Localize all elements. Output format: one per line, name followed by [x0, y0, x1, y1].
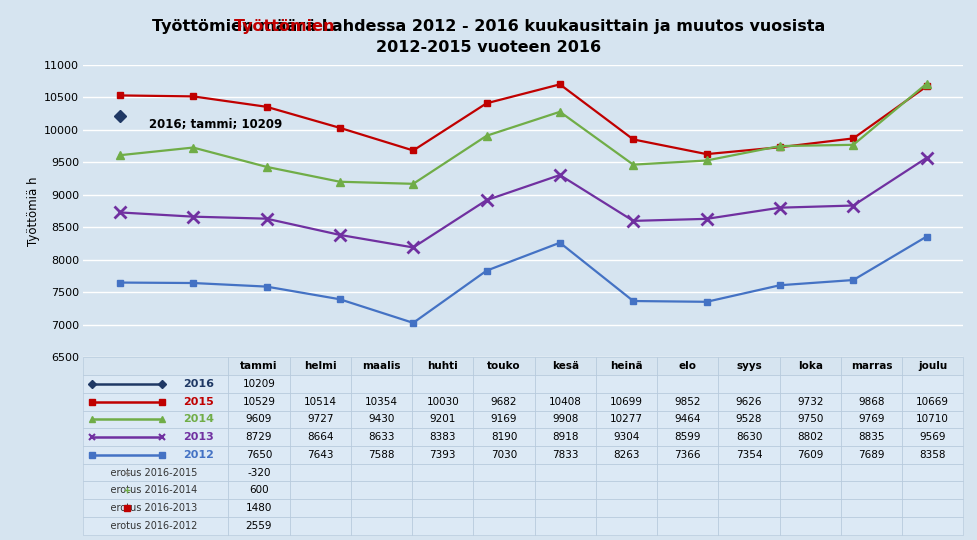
Text: 2012-2015 vuoteen 2016: 2012-2015 vuoteen 2016 [376, 40, 601, 56]
Y-axis label: Työttömiä h: Työttömiä h [26, 176, 40, 246]
Text: Työttömien määrä Lahdessa 2012 - 2016 kuukausittain ja muutos vuosista: Työttömien määrä Lahdessa 2012 - 2016 ku… [152, 19, 825, 34]
Text: Työttömien: Työttömien [234, 19, 335, 34]
Text: 2016; tammi; 10209: 2016; tammi; 10209 [149, 118, 282, 131]
